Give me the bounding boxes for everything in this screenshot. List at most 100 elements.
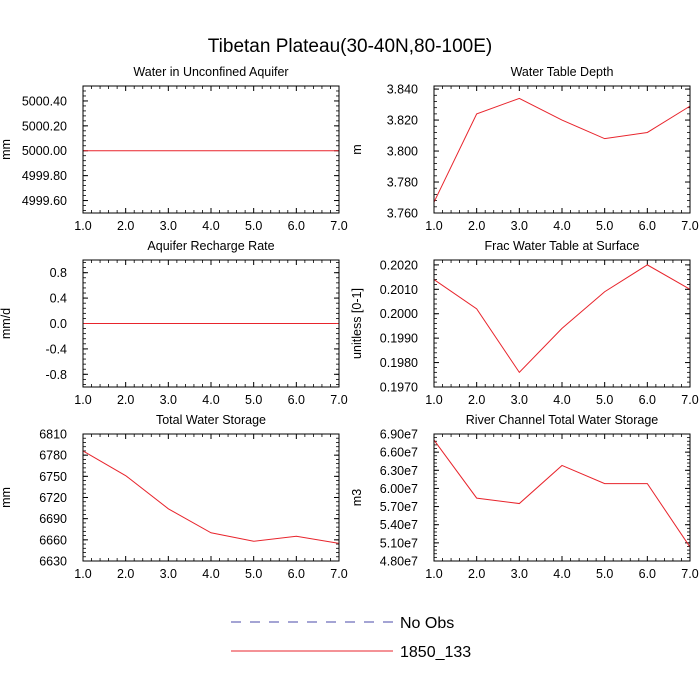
x-tick-label: 2.0	[468, 393, 485, 407]
panel-title: Water Table Depth	[511, 65, 614, 79]
x-tick-label: 5.0	[596, 567, 613, 581]
x-tick-label: 4.0	[553, 393, 570, 407]
series-line-1	[433, 97, 691, 203]
x-tick-label: 7.0	[681, 393, 698, 407]
y-tick-label: 0.2020	[380, 258, 418, 272]
plot-frame	[82, 433, 340, 562]
y-tick-label: 3.780	[387, 176, 418, 190]
y-tick-label: 6810	[39, 428, 67, 442]
panels: Water in Unconfined Aquifer mm 1.0 2.0 3.0 4.…	[0, 65, 699, 581]
series-line-1	[433, 264, 691, 374]
x-tick-label: 7.0	[330, 567, 347, 581]
y-axis-label: mm	[0, 139, 13, 160]
y-tick-label: 6720	[39, 491, 67, 505]
panel-4: Frac Water Table at Surface unitless [0-1…	[350, 239, 699, 407]
x-tick-label: 1.0	[74, 393, 91, 407]
x-tick-label: 6.0	[288, 219, 305, 233]
x-tick-label: 1.0	[74, 567, 91, 581]
y-tick-label: -0.8	[45, 368, 67, 382]
y-tick-label: 0.0	[50, 317, 67, 331]
y-tick-label: 3.840	[387, 83, 418, 97]
plot-frame	[433, 85, 691, 214]
x-tick-label: 5.0	[245, 567, 262, 581]
panel-title: Total Water Storage	[156, 413, 266, 427]
y-tick-label: 6.90e7	[380, 428, 418, 442]
x-tick-label: 1.0	[425, 393, 442, 407]
y-axis-label: mm/d	[0, 308, 13, 339]
panel-title: Aquifer Recharge Rate	[147, 239, 274, 253]
plot-frame	[82, 85, 340, 214]
y-axis-label: mm	[0, 487, 13, 508]
y-tick-label: 0.2000	[380, 307, 418, 321]
y-tick-label: 0.4	[50, 292, 67, 306]
x-tick-label: 5.0	[596, 393, 613, 407]
y-tick-label: 3.800	[387, 145, 418, 159]
x-tick-label: 4.0	[202, 567, 219, 581]
y-tick-label: 0.8	[50, 266, 67, 280]
x-tick-label: 5.0	[245, 219, 262, 233]
x-tick-label: 1.0	[425, 567, 442, 581]
x-tick-label: 3.0	[160, 567, 177, 581]
x-tick-label: 4.0	[202, 393, 219, 407]
x-tick-label: 6.0	[639, 219, 656, 233]
y-tick-label: 6.00e7	[380, 482, 418, 496]
x-tick-label: 5.0	[596, 219, 613, 233]
y-tick-label: 5000.20	[22, 119, 67, 133]
x-tick-label: 3.0	[160, 219, 177, 233]
plot-frame	[433, 259, 691, 388]
y-axis-label: m3	[350, 489, 364, 506]
y-tick-label: 0.2010	[380, 283, 418, 297]
x-tick-label: 4.0	[553, 567, 570, 581]
legend: No Obs 1850_133	[231, 615, 471, 661]
y-tick-label: 5000.00	[22, 144, 67, 158]
x-tick-label: 2.0	[117, 567, 134, 581]
y-tick-label: 4999.60	[22, 194, 67, 208]
panel-1: Water in Unconfined Aquifer mm 1.0 2.0 3.0 4.…	[0, 65, 348, 233]
y-tick-label: 5000.40	[22, 94, 67, 108]
x-tick-label: 7.0	[330, 393, 347, 407]
y-tick-label: -0.4	[45, 342, 67, 356]
panel-6: River Channel Total Water Storage m3 1.0 2.…	[350, 413, 699, 581]
x-tick-label: 1.0	[74, 219, 91, 233]
y-tick-label: 4999.80	[22, 169, 67, 183]
x-tick-label: 2.0	[117, 393, 134, 407]
x-tick-label: 7.0	[681, 567, 698, 581]
x-tick-label: 2.0	[117, 219, 134, 233]
y-tick-label: 5.70e7	[380, 500, 418, 514]
x-tick-label: 2.0	[468, 219, 485, 233]
plot-frame	[82, 259, 340, 388]
figure-title: Tibetan Plateau(30-40N,80-100E)	[208, 36, 492, 57]
x-tick-label: 3.0	[511, 393, 528, 407]
panel-3: Aquifer Recharge Rate mm/d 1.0 2.0 3.0 4.0 5.0…	[0, 239, 348, 407]
y-tick-label: 6.30e7	[380, 464, 418, 478]
panel-title: River Channel Total Water Storage	[466, 413, 659, 427]
x-tick-label: 3.0	[160, 393, 177, 407]
y-axis-label: unitless [0-1]	[350, 288, 364, 359]
x-tick-label: 5.0	[245, 393, 262, 407]
x-tick-label: 3.0	[511, 219, 528, 233]
y-tick-label: 0.1990	[380, 332, 418, 346]
legend-label-1: No Obs	[400, 615, 454, 632]
panel-2: Water Table Depth m 1.0 2.0 3.0 4.0 5.0 6.0 7.0 3…	[350, 65, 699, 233]
y-tick-label: 6630	[39, 555, 67, 569]
y-tick-label: 0.1980	[380, 356, 418, 370]
y-tick-label: 6660	[39, 533, 67, 547]
x-tick-label: 3.0	[511, 567, 528, 581]
series-line-1	[82, 450, 340, 544]
x-tick-label: 6.0	[639, 393, 656, 407]
plot-frame	[433, 433, 691, 562]
x-tick-label: 4.0	[202, 219, 219, 233]
y-axis-label: m	[350, 144, 364, 154]
y-tick-label: 3.760	[387, 207, 418, 221]
y-tick-label: 5.10e7	[380, 536, 418, 550]
y-tick-label: 0.1970	[380, 381, 418, 395]
x-tick-label: 6.0	[288, 567, 305, 581]
x-tick-label: 2.0	[468, 567, 485, 581]
x-tick-label: 6.0	[288, 393, 305, 407]
panel-5: Total Water Storage mm 1.0 2.0 3.0 4.0 5.0 6.0 7…	[0, 413, 348, 581]
panel-title: Water in Unconfined Aquifer	[133, 65, 288, 79]
y-tick-label: 4.80e7	[380, 555, 418, 569]
y-tick-label: 6750	[39, 470, 67, 484]
y-tick-label: 6780	[39, 449, 67, 463]
